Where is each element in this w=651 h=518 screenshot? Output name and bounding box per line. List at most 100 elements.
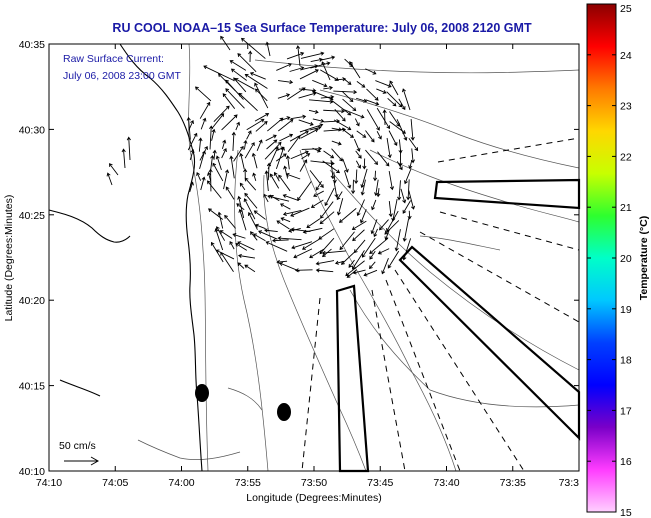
- y-axis: 40:35 40:30 40:25 40:20 40:15 40:10: [19, 39, 579, 478]
- current-vector: [189, 149, 195, 161]
- current-vector: [376, 131, 382, 140]
- current-vector: [397, 180, 402, 201]
- x-tick-label: 73:3: [559, 477, 580, 489]
- current-vector: [210, 154, 215, 172]
- current-vector: [229, 60, 247, 71]
- current-vector: [237, 53, 257, 73]
- current-vector: [240, 37, 266, 59]
- current-vector: [336, 198, 344, 216]
- current-vector: [219, 230, 233, 239]
- current-vector: [282, 194, 299, 201]
- current-vector: [235, 243, 248, 251]
- current-vector: [285, 155, 291, 170]
- current-vector: [253, 233, 266, 242]
- current-vector: [251, 152, 258, 169]
- current-vector: [275, 153, 287, 162]
- current-vector: [315, 260, 335, 266]
- current-vector: [384, 220, 400, 235]
- current-vector: [320, 69, 339, 81]
- current-vector: [229, 240, 235, 250]
- current-vector: [239, 182, 246, 191]
- current-vector: [331, 148, 343, 162]
- current-vector: [334, 109, 346, 122]
- current-vector: [323, 109, 345, 114]
- current-vector: [342, 77, 352, 85]
- current-vector: [387, 250, 400, 269]
- y-tick-label: 40:10: [19, 466, 45, 478]
- current-vector: [348, 259, 355, 268]
- dashed-radial-lines: [301, 137, 580, 472]
- current-annotation-line1: Raw Surface Current:: [63, 53, 164, 65]
- current-vector: [356, 81, 366, 88]
- current-vector: [233, 145, 244, 162]
- current-vector: [336, 191, 343, 201]
- current-vector: [408, 138, 419, 152]
- current-vector: [253, 210, 266, 220]
- current-vector: [211, 128, 216, 141]
- current-vector: [290, 207, 310, 217]
- current-vector: [310, 160, 335, 166]
- current-vector: [225, 79, 244, 100]
- current-vector: [232, 233, 246, 239]
- current-vector: [349, 61, 361, 79]
- current-vector: [254, 223, 266, 230]
- current-vector: [376, 88, 387, 94]
- current-vector: [236, 203, 245, 211]
- map-panel: Raw Surface Current: July 06, 2008 23:00…: [48, 35, 581, 473]
- current-vector: [394, 229, 401, 252]
- colorbar-tick-label: 24: [620, 50, 632, 62]
- current-vector: [354, 118, 360, 127]
- current-vector: [410, 119, 415, 141]
- figure-title: RU COOL NOAA–15 Sea Surface Temperature:…: [112, 21, 532, 35]
- current-vector: [370, 219, 378, 235]
- current-vector: [345, 260, 365, 277]
- current-vector: [312, 118, 325, 123]
- current-vector: [300, 128, 319, 139]
- current-vector: [309, 125, 322, 131]
- current-vector: [276, 259, 288, 265]
- bathymetry-contours: [137, 43, 580, 472]
- current-vector: [366, 88, 379, 101]
- current-vector: [263, 193, 269, 203]
- x-tick-label: 74:10: [36, 477, 62, 489]
- current-vector: [247, 211, 258, 230]
- current-vector: [297, 181, 312, 201]
- current-vector: [299, 69, 319, 80]
- current-vector: [238, 253, 256, 259]
- current-vector: [254, 82, 269, 109]
- current-vector: [290, 150, 309, 160]
- current-vector: [355, 150, 362, 159]
- current-vector: [277, 80, 294, 85]
- current-vector: [234, 78, 255, 90]
- current-vector: [396, 161, 403, 171]
- current-vector: [352, 229, 365, 242]
- current-vector: [312, 79, 328, 88]
- colorbar-ticks: 25 24 23 22 21 20 19 18 17 16 15: [587, 3, 632, 518]
- current-vector: [186, 116, 191, 140]
- current-vector: [291, 241, 313, 250]
- current-vector: [302, 227, 323, 234]
- current-vector: [334, 77, 347, 82]
- current-vector: [126, 136, 131, 161]
- current-vector: [246, 130, 252, 140]
- current-vector: [360, 168, 368, 189]
- current-vector: [237, 262, 245, 269]
- current-vector: [324, 187, 335, 207]
- current-vector: [310, 57, 323, 62]
- current-vector: [321, 61, 331, 81]
- current-vector: [200, 117, 207, 130]
- current-vector: [363, 269, 378, 277]
- colorbar-tick-label: 17: [620, 405, 632, 417]
- current-vector: [221, 139, 227, 150]
- current-vector: [402, 200, 411, 214]
- x-tick-label: 73:45: [367, 477, 393, 489]
- x-axis-label: Longitude (Degrees:Minutes): [246, 492, 381, 504]
- current-vector: [315, 268, 334, 273]
- current-vector: [366, 109, 380, 131]
- x-tick-label: 74:05: [102, 477, 128, 489]
- y-tick-label: 40:30: [19, 124, 45, 136]
- current-vector: [404, 168, 412, 185]
- x-tick-label: 73:40: [433, 477, 459, 489]
- current-vector: [244, 264, 256, 273]
- current-vector: [341, 91, 354, 103]
